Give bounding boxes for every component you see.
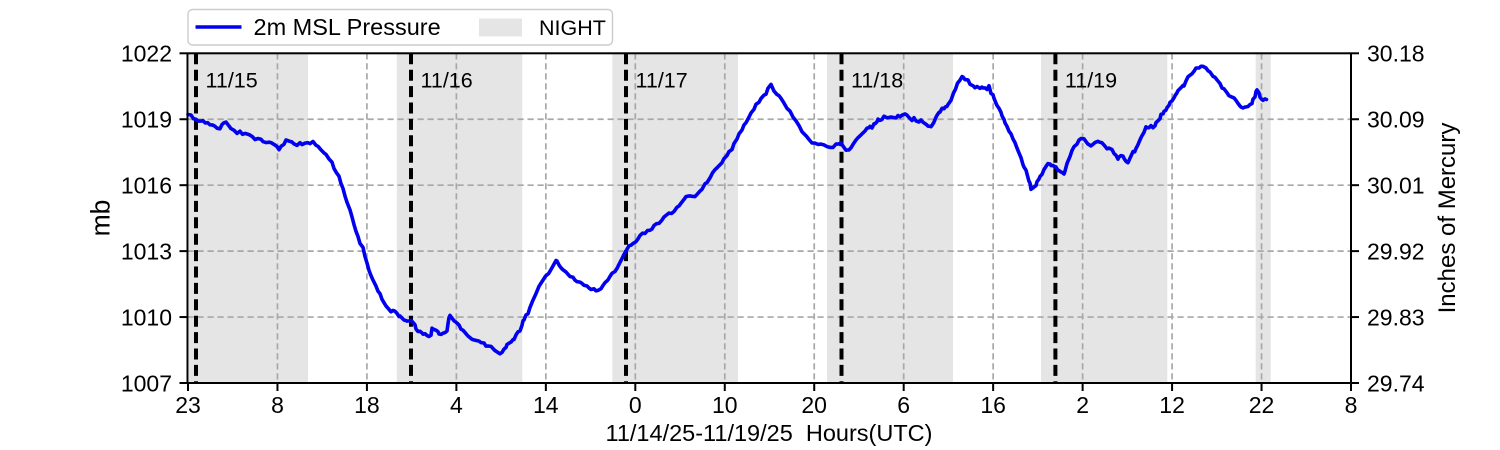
svg-text:14: 14 (533, 392, 559, 418)
svg-text:1016: 1016 (121, 173, 172, 199)
svg-text:11/15: 11/15 (206, 69, 258, 93)
svg-text:2m MSL Pressure: 2m MSL Pressure (254, 14, 441, 40)
svg-text:16: 16 (980, 392, 1006, 418)
svg-text:11/17: 11/17 (636, 69, 688, 93)
svg-text:30.09: 30.09 (1367, 107, 1425, 133)
svg-text:12: 12 (1159, 392, 1185, 418)
svg-text:30.01: 30.01 (1367, 173, 1425, 199)
svg-text:8: 8 (271, 392, 284, 418)
svg-text:30.18: 30.18 (1367, 41, 1425, 67)
svg-text:18: 18 (354, 392, 380, 418)
svg-text:4: 4 (450, 392, 463, 418)
svg-text:mb: mb (86, 200, 116, 237)
svg-text:22: 22 (1249, 392, 1275, 418)
svg-text:6: 6 (897, 392, 910, 418)
svg-text:Inches of Mercury: Inches of Mercury (1434, 123, 1461, 314)
svg-text:20: 20 (801, 392, 827, 418)
svg-text:29.83: 29.83 (1367, 305, 1425, 331)
svg-text:1019: 1019 (121, 107, 172, 133)
svg-text:11/16: 11/16 (421, 69, 473, 93)
svg-text:11/19: 11/19 (1065, 69, 1117, 93)
svg-text:1013: 1013 (121, 239, 172, 265)
svg-text:29.92: 29.92 (1367, 239, 1425, 265)
svg-text:1022: 1022 (121, 41, 172, 67)
svg-text:29.74: 29.74 (1367, 370, 1425, 396)
svg-text:1007: 1007 (121, 370, 172, 396)
svg-text:NIGHT: NIGHT (539, 16, 606, 40)
svg-text:10: 10 (712, 392, 738, 418)
svg-text:1010: 1010 (121, 305, 172, 331)
svg-text:8: 8 (1345, 392, 1358, 418)
svg-text:11/18: 11/18 (851, 69, 903, 93)
svg-text:0: 0 (629, 392, 642, 418)
svg-text:23: 23 (175, 392, 201, 418)
svg-text:2: 2 (1076, 392, 1089, 418)
svg-text:11/14/25-11/19/25 Hours(UTC): 11/14/25-11/19/25 Hours(UTC) (606, 420, 933, 446)
